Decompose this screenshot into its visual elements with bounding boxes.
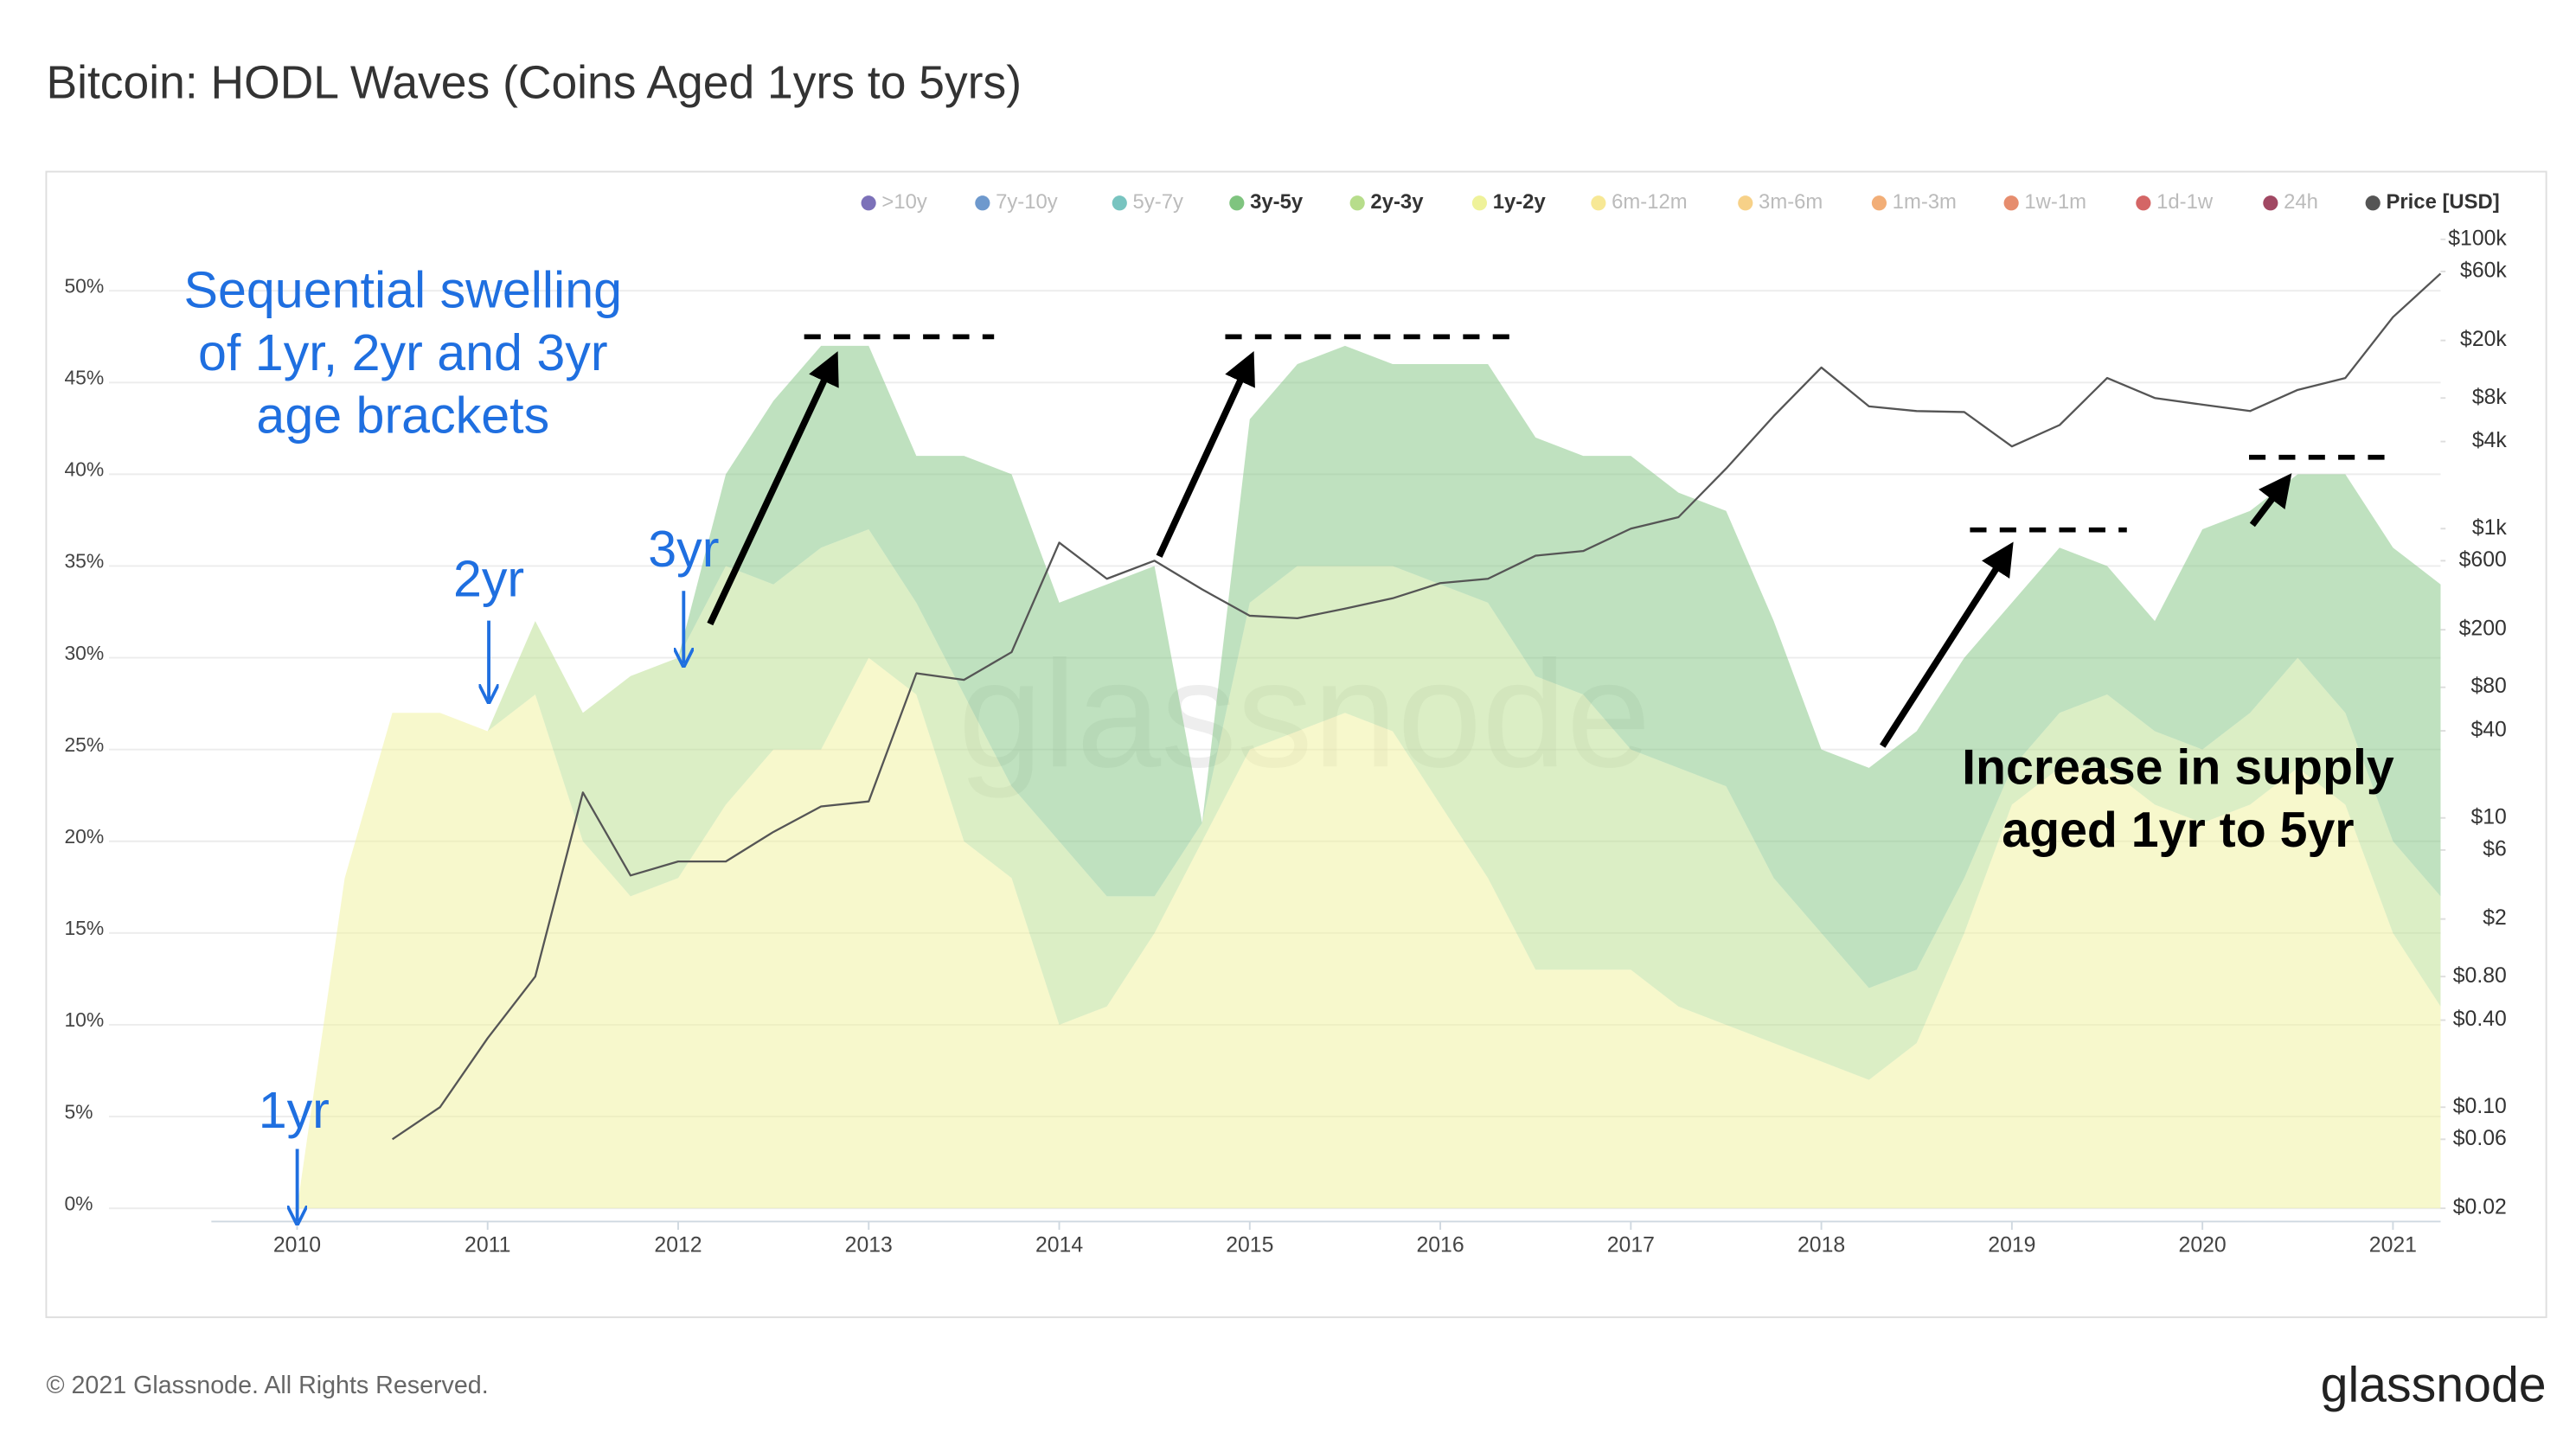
area-band <box>297 529 2441 1209</box>
area-band <box>297 345 2441 1209</box>
lines <box>391 272 2442 1141</box>
legend-swatch <box>2003 195 2019 211</box>
x-tick-label: 2018 <box>1797 1234 1845 1257</box>
legend-swatch <box>1591 195 1606 211</box>
logo: glassnode <box>2321 1357 2547 1412</box>
legend-label: 1d-1w <box>2156 190 2214 214</box>
y2-tick-label: $60k <box>2460 259 2507 282</box>
legend-swatch <box>861 195 876 211</box>
chart-title: Bitcoin: HODL Waves (Coins Aged 1yrs to … <box>46 57 1022 108</box>
legend: >10y 7y-10y 5y-7y 3y-5y 2y-3y 1y-2y 6m-12m 3m-6… <box>861 190 2500 214</box>
x-tick-label: 2016 <box>1416 1234 1464 1257</box>
legend-label: 24h <box>2284 190 2318 214</box>
y2-tick-label: $0.10 <box>2453 1095 2507 1118</box>
legend-label: 1w-1m <box>2024 190 2086 214</box>
x-tick-label: 2021 <box>2369 1234 2417 1257</box>
y2-tick-label: $20k <box>2460 328 2507 351</box>
y2-tick-label: $80 <box>2470 675 2506 698</box>
legend-swatch <box>1112 195 1127 211</box>
x-tick-label: 2010 <box>273 1234 321 1257</box>
legend-swatch <box>1229 195 1245 211</box>
legend-swatch <box>2263 195 2278 211</box>
legend-label: 3m-6m <box>1759 190 1823 214</box>
annotation: 1yr <box>259 1081 330 1139</box>
annotation: 3yr <box>648 520 719 578</box>
y2-tick-label: $40 <box>2470 719 2506 742</box>
legend-swatch <box>975 195 990 211</box>
y2-tick-label: $10 <box>2470 805 2506 829</box>
legend-swatch <box>1871 195 1887 211</box>
legend-label: >10y <box>881 190 926 214</box>
legend-swatch <box>1471 195 1488 211</box>
legend-label: Price [USD] <box>2386 190 2499 214</box>
x-tick-label: 2020 <box>2179 1234 2227 1257</box>
legend-label: 5y-7y <box>1133 190 1183 214</box>
y-tick-label: 45% <box>64 367 104 389</box>
y2-tick-label: $8k <box>2472 386 2508 409</box>
legend-label: 3y-5y <box>1250 190 1304 214</box>
annotation-shapes <box>298 334 2398 1221</box>
arrow <box>2249 473 2292 528</box>
price-line <box>391 272 2442 1141</box>
arrow <box>707 351 839 626</box>
x-tick-label: 2012 <box>654 1234 702 1257</box>
y-tick-label: 50% <box>64 274 104 297</box>
annotation: 2yr <box>453 549 524 607</box>
x-tick-label: 2011 <box>465 1234 510 1257</box>
y2-tick-label: $100k <box>2448 227 2507 250</box>
area-band <box>297 657 2441 1209</box>
y-tick-label: 20% <box>64 825 104 848</box>
legend-label: 7y-10y <box>996 190 1058 214</box>
y-tick-label: 5% <box>64 1100 93 1123</box>
y-tick-label: 35% <box>64 550 104 573</box>
legend-swatch <box>1349 195 1365 211</box>
annotation: Increase in supply <box>1962 739 2394 795</box>
annotation: Sequential swelling <box>184 260 622 318</box>
y2-tick-label: $2 <box>2483 906 2507 930</box>
legend-label: 1y-2y <box>1493 190 1547 214</box>
y2-tick-label: $0.06 <box>2453 1127 2507 1150</box>
legend-swatch <box>2365 195 2381 211</box>
y2-tick-label: $0.40 <box>2453 1008 2507 1031</box>
x-tick-label: 2014 <box>1035 1234 1083 1257</box>
arrow <box>1156 351 1255 558</box>
legend-label: 6m-12m <box>1612 190 1688 214</box>
footer: © 2021 Glassnode. All Rights Reserved. <box>46 1372 488 1399</box>
legend-label: 1m-3m <box>1893 190 1957 214</box>
arrow <box>1880 541 2014 748</box>
annotation: age brackets <box>256 386 549 444</box>
y2-tick-label: $1k <box>2472 516 2508 540</box>
y-tick-label: 30% <box>64 642 104 664</box>
y2-tick-label: $4k <box>2472 429 2508 452</box>
y-tick-label: 10% <box>64 1008 104 1031</box>
y-tick-label: 0% <box>64 1192 93 1214</box>
y-tick-label: 25% <box>64 733 104 756</box>
y2-tick-label: $0.80 <box>2453 964 2507 988</box>
y2-tick-label: $0.02 <box>2453 1196 2507 1219</box>
y2-tick-label: $600 <box>2459 548 2507 572</box>
x-tick-label: 2019 <box>1988 1234 2035 1257</box>
y-tick-label: 40% <box>64 458 104 481</box>
y2-tick-label: $200 <box>2459 617 2507 641</box>
areas <box>297 345 2441 1209</box>
x-tick-label: 2015 <box>1226 1234 1273 1257</box>
y2-tick-label: $6 <box>2483 837 2507 861</box>
legend-swatch <box>1738 195 1753 211</box>
y-tick-label: 15% <box>64 917 104 939</box>
annotation: aged 1yr to 5yr <box>2002 803 2354 858</box>
legend-swatch <box>2136 195 2151 211</box>
x-tick-label: 2013 <box>845 1234 893 1257</box>
legend-label: 2y-3y <box>1370 190 1424 214</box>
x-tick-label: 2017 <box>1607 1234 1655 1257</box>
axes: 0% 5% 10% 15% 20% 25% 30% 35% 40% 45% 50% $0.02 $0.0… <box>64 227 2507 1257</box>
annotation: of 1yr, 2yr and 3yr <box>198 323 608 381</box>
